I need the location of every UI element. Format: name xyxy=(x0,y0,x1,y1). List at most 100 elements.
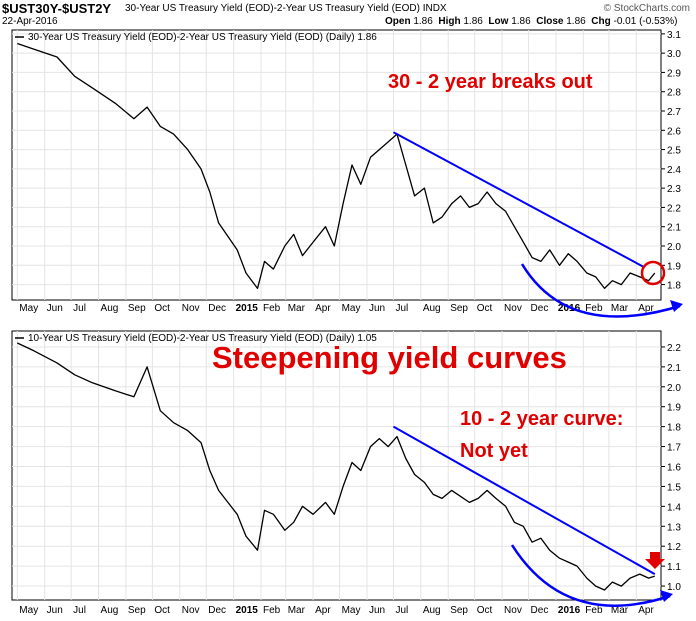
x-tick-label: Aug xyxy=(423,605,441,616)
annotation-text: 30 - 2 year breaks out xyxy=(388,71,593,93)
downtrend-line xyxy=(392,131,645,269)
panel-1: 1.8 1.9 2.0 2.1 2.2 2.3 2.4 2.5 2.6 2.7 2.8 2.9 3.0 3… xyxy=(11,29,683,318)
y-tick-label: 1.4 xyxy=(667,502,681,513)
y-tick-label: 1.9 xyxy=(667,261,681,272)
curve-arrow xyxy=(520,263,681,318)
breakout-circle xyxy=(640,260,666,286)
open-label: Open xyxy=(385,16,411,27)
x-tick-label: Apr xyxy=(315,303,331,314)
x-tick-label: Jul xyxy=(395,605,408,616)
y-tick-label: 2.0 xyxy=(667,242,681,253)
x-tick-label: 2015 xyxy=(236,605,259,616)
y-tick-label: 2.7 xyxy=(667,107,681,118)
x-tick-label: Sep xyxy=(450,605,468,616)
y-tick-label: 2.1 xyxy=(667,363,681,374)
y-tick-label: 2.0 xyxy=(667,383,681,394)
x-tick-label: May xyxy=(19,303,38,314)
x-tick-label: Jul xyxy=(73,605,86,616)
x-tick-label: Jul xyxy=(395,303,408,314)
brand-watermark: © StockCharts.com xyxy=(603,3,690,14)
curve-arrow-head xyxy=(670,300,683,312)
y-tick-label: 2.6 xyxy=(667,126,681,137)
x-tick-label: May xyxy=(342,605,361,616)
x-tick-label: Sep xyxy=(128,605,146,616)
down-arrow-icon xyxy=(645,552,665,569)
annotation-text-line2: Not yet xyxy=(460,440,528,462)
x-tick-label: Aug xyxy=(101,303,119,314)
y-tick-label: 2.5 xyxy=(667,146,681,157)
y-tick-label: 1.8 xyxy=(667,281,681,292)
y-tick-label: 2.4 xyxy=(667,165,681,176)
x-tick-label: Jul xyxy=(73,303,86,314)
x-tick-label: Mar xyxy=(288,605,306,616)
date-label: 22-Apr-2016 xyxy=(2,16,58,27)
x-tick-label: Oct xyxy=(477,605,493,616)
y-tick-label: 1.7 xyxy=(667,443,681,454)
x-tick-label: Dec xyxy=(208,605,226,616)
y-tick-label: 2.8 xyxy=(667,88,681,99)
x-tick-label: Apr xyxy=(315,605,331,616)
y-tick-label: 3.0 xyxy=(667,49,681,60)
symbol-full-name: 30-Year US Treasury Yield (EOD)-2-Year U… xyxy=(125,3,447,14)
y-tick-label: 3.1 xyxy=(667,30,681,41)
open-value: 1.86 xyxy=(413,16,433,27)
ohlc-readout: Open 1.86 High 1.86 Low 1.86 Close 1.86 … xyxy=(385,16,677,27)
legend-label: 30-Year US Treasury Yield (EOD)-2-Year U… xyxy=(28,32,377,43)
y-tick-label: 1.5 xyxy=(667,482,681,493)
low-label: Low xyxy=(488,16,509,27)
x-tick-label: Jun xyxy=(47,303,63,314)
y-tick-label: 2.2 xyxy=(667,343,681,354)
y-tick-label: 1.2 xyxy=(667,542,681,553)
x-tick-label: Nov xyxy=(182,605,200,616)
x-tick-label: Apr xyxy=(638,303,654,314)
symbol-label: $UST30Y-$UST2Y xyxy=(2,1,112,16)
x-tick-label: 2016 xyxy=(558,605,581,616)
x-tick-label: Feb xyxy=(585,605,603,616)
curve-arrow xyxy=(510,544,671,607)
x-tick-label: Feb xyxy=(263,605,281,616)
chg-label: Chg xyxy=(591,16,611,27)
x-tick-label: Dec xyxy=(531,303,549,314)
high-label: High xyxy=(438,16,461,27)
annotation-text-line1: 10 - 2 year curve: xyxy=(460,408,623,430)
downtrend-line xyxy=(392,425,656,575)
y-tick-label: 1.9 xyxy=(667,403,681,414)
y-tick-label: 1.1 xyxy=(667,562,681,573)
x-tick-label: Sep xyxy=(128,303,146,314)
x-tick-label: Dec xyxy=(208,303,226,314)
x-tick-label: Oct xyxy=(477,303,493,314)
x-tick-label: Dec xyxy=(531,605,549,616)
x-tick-label: Jun xyxy=(369,303,385,314)
y-tick-label: 2.2 xyxy=(667,203,681,214)
legend-label: 10-Year US Treasury Yield (EOD)-2-Year U… xyxy=(28,333,377,344)
y-tick-label: 2.1 xyxy=(667,223,681,234)
series-line xyxy=(17,42,656,290)
x-tick-label: Oct xyxy=(154,303,170,314)
x-tick-label: Jun xyxy=(47,605,63,616)
chg-value: -0.01 (-0.53%) xyxy=(613,16,678,27)
x-tick-label: Oct xyxy=(154,605,170,616)
x-tick-label: Mar xyxy=(611,605,629,616)
x-tick-label: Nov xyxy=(504,605,522,616)
x-tick-label: Mar xyxy=(288,303,306,314)
y-tick-label: 1.6 xyxy=(667,462,681,473)
x-tick-label: Aug xyxy=(101,605,119,616)
curve-arrow-head xyxy=(660,590,673,602)
low-value: 1.86 xyxy=(511,16,531,27)
plot-area xyxy=(11,330,662,601)
y-tick-label: 1.0 xyxy=(667,582,681,593)
y-tick-label: 1.3 xyxy=(667,522,681,533)
high-value: 1.86 xyxy=(463,16,483,27)
close-label: Close xyxy=(536,16,564,27)
x-tick-label: Mar xyxy=(611,303,629,314)
x-tick-label: Nov xyxy=(504,303,522,314)
x-tick-label: Apr xyxy=(638,605,654,616)
y-tick-label: 2.9 xyxy=(667,68,681,79)
x-tick-label: Feb xyxy=(263,303,281,314)
close-value: 1.86 xyxy=(566,16,586,27)
x-tick-label: May xyxy=(19,605,38,616)
x-tick-label: Feb xyxy=(585,303,603,314)
y-tick-label: 2.3 xyxy=(667,184,681,195)
